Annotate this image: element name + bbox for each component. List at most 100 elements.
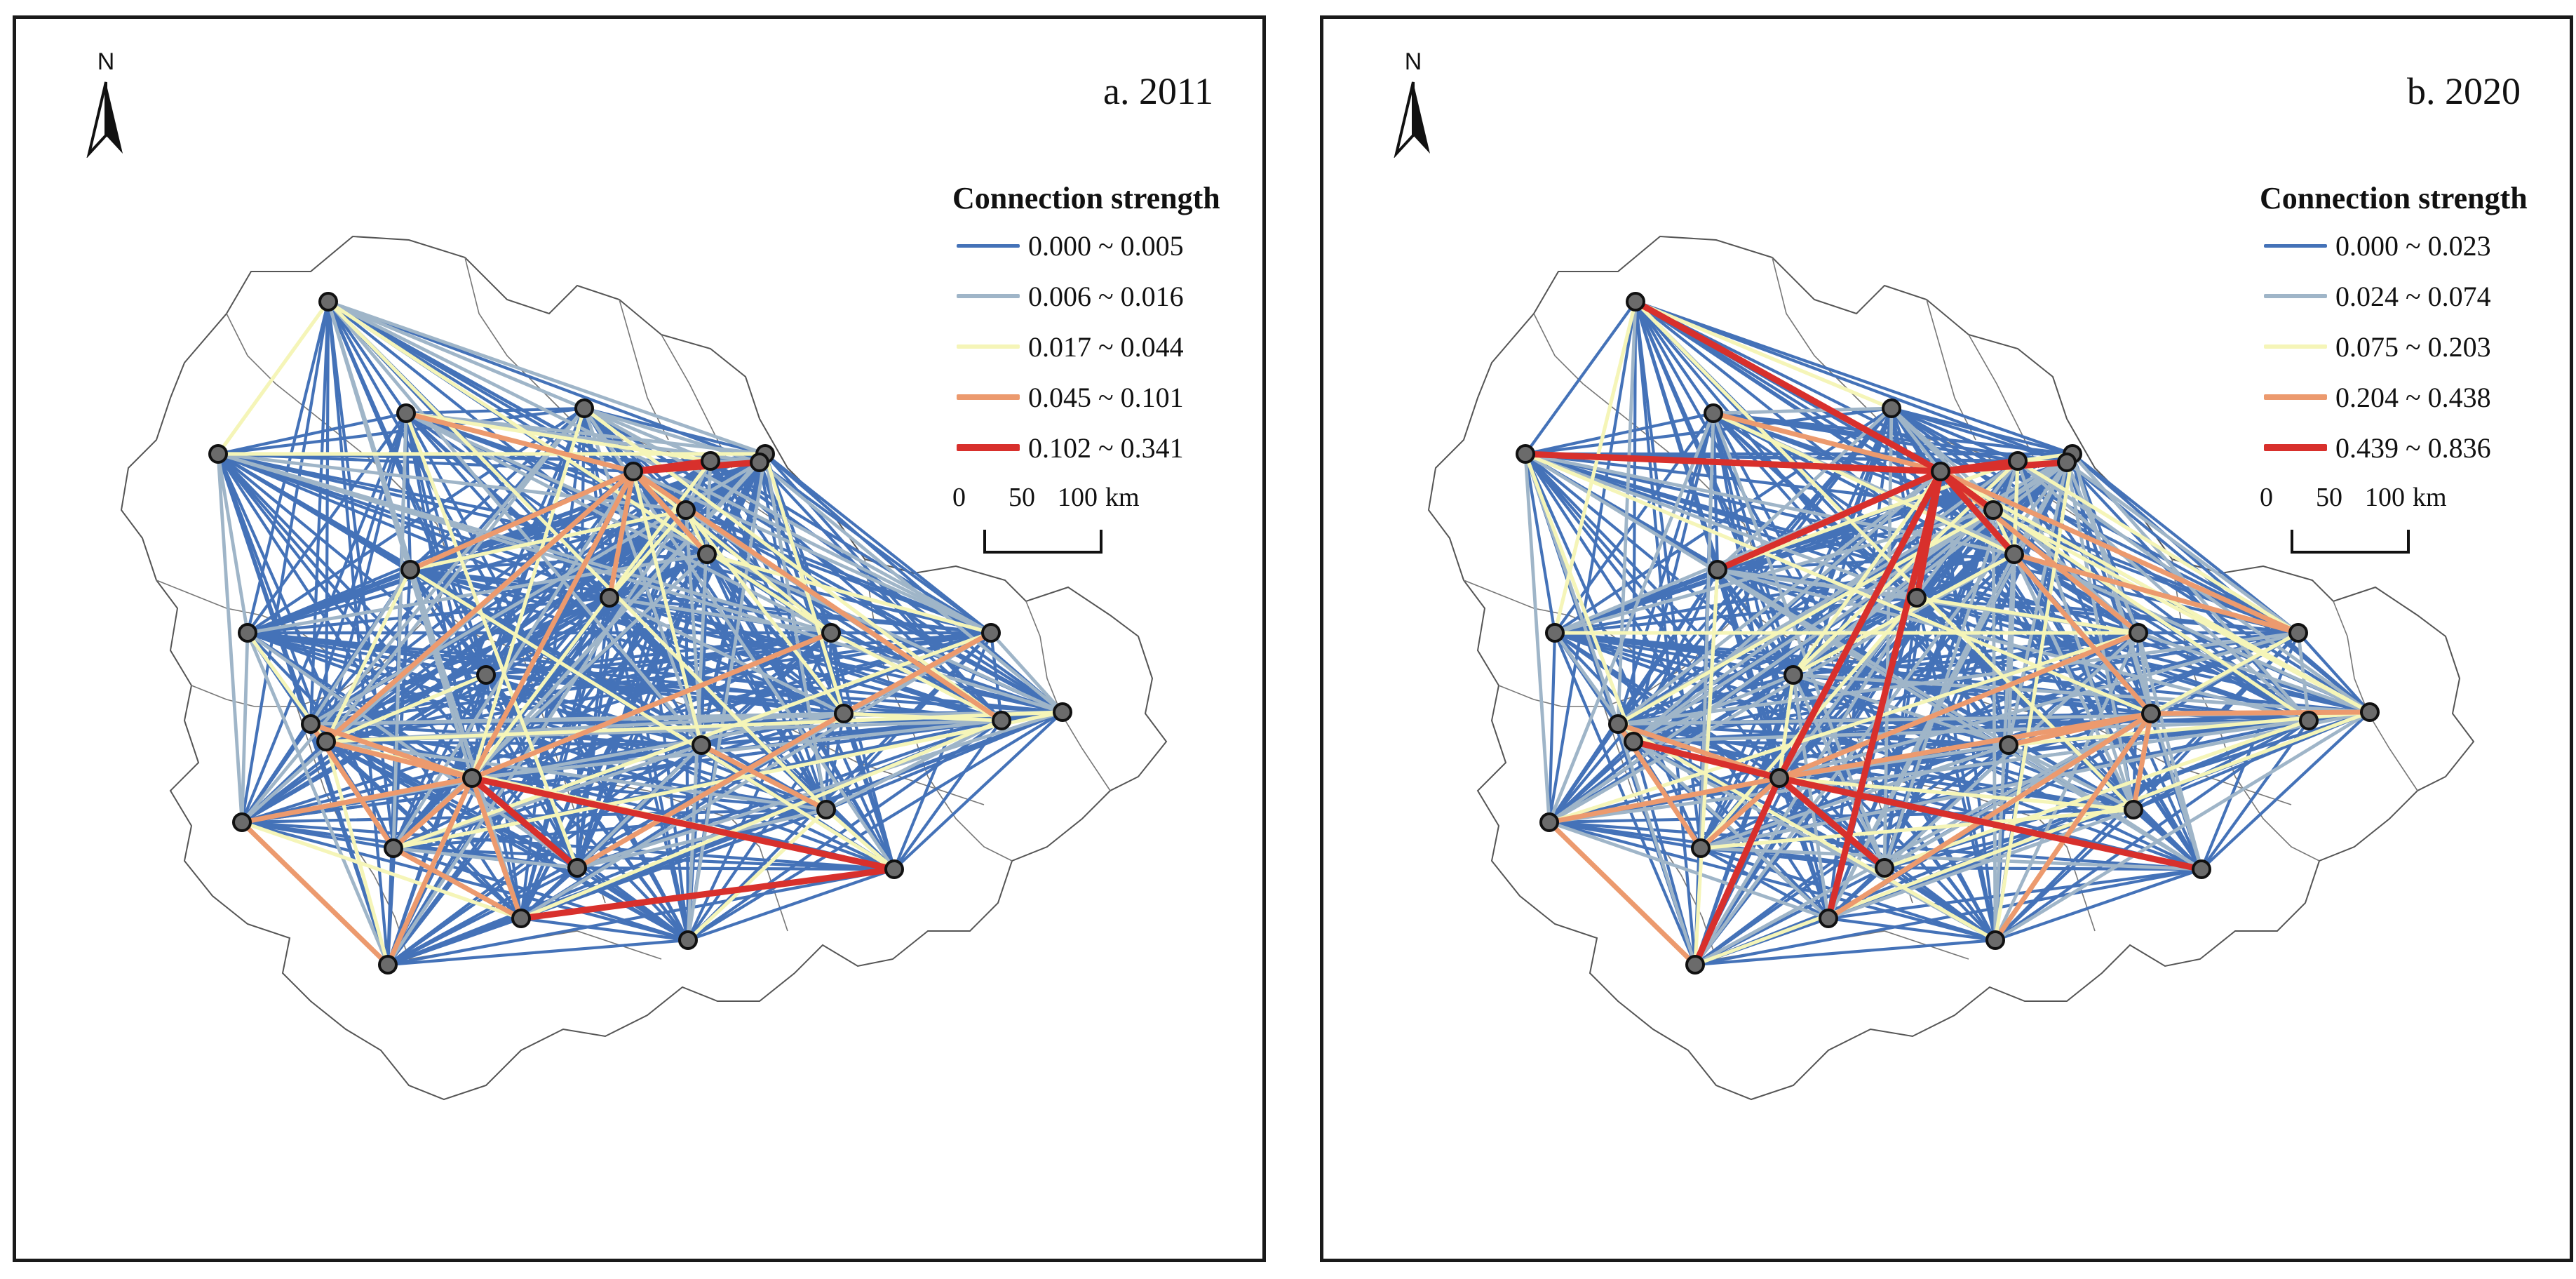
connection-line [686,808,828,942]
province-boundary [2234,776,2320,862]
connection-line [1776,468,1944,782]
connection-line [1776,630,2141,781]
connection-line [468,775,898,873]
connection-line [240,631,993,824]
north-arrow: N [1385,48,1441,168]
connection-line [469,469,636,781]
connection-line [391,631,993,850]
connection-line [1547,631,2140,824]
connection-line [519,718,1004,920]
city-node [1783,665,1803,685]
scale-tick-50: 50 [1009,483,1035,512]
north-label: N [1404,48,1422,75]
connection-line [1631,673,1795,744]
connection-line [1776,711,2154,781]
city-nodes [1516,292,2380,975]
legend-label: 0.000 ~ 0.023 [2335,229,2491,262]
connection-line [386,710,1065,967]
scale-tick-0: 0 [2260,483,2273,512]
connection-line [386,631,833,967]
connection-line [1915,596,2140,635]
city-node [2288,623,2308,643]
city-node [1545,623,1565,643]
connection-line [240,631,250,824]
connection-line [575,743,703,870]
city-node [750,453,769,472]
connection-line [1993,718,2311,942]
connection-line [1693,568,1720,967]
connection-line [386,867,896,967]
connection-line [1715,459,2020,572]
city-node [1875,858,1894,878]
connection-line [989,631,1065,714]
connection-line [1882,406,1894,870]
connection-line [1992,711,2154,943]
legend-item: 0.204 ~ 0.438 [2260,372,2568,422]
connection-line [2199,710,2372,871]
city-node [1985,930,2005,950]
scale-tick-0: 0 [952,483,966,512]
connection-line [1991,508,2372,714]
scale-bar: 0 50 100 km [2260,482,2447,566]
connection-line [1631,739,2011,747]
connection-line [386,846,396,967]
legend-swatch [2264,243,2327,248]
connection-line [1777,776,2136,812]
connection-line [391,775,475,851]
connection-line [323,739,475,781]
connection-line [574,711,847,871]
connection-line [391,846,690,942]
connection-line [326,300,767,456]
connection-line [324,739,579,870]
connection-line [757,460,1065,714]
connection-line [1553,411,1715,635]
city-node [384,838,403,858]
connection-line [1616,300,1638,726]
legend-item: 0.045 ~ 0.101 [952,372,1261,422]
connection-line [841,630,994,716]
connection-line [324,673,488,744]
connection-line [1616,722,1697,967]
legend: Connection strength 0.000 ~ 0.023 0.024 ~… [2260,180,2568,473]
connection-line [408,508,688,572]
connection-line [1547,631,1557,824]
city-node [400,560,420,580]
connection-line [1938,469,2301,636]
city-node [1931,462,1950,481]
connection-line [245,631,579,870]
connection-line [575,808,828,870]
connection-line [519,916,690,942]
connection-line [1631,718,2311,744]
connection-line [1693,867,2204,967]
connection-line [1791,469,1943,677]
connection-line [2007,743,2136,812]
connection-line [1631,459,2020,744]
connection-line [699,742,829,812]
legend-swatch [957,444,1020,451]
connection-line [385,775,475,967]
connection-line [1633,300,2136,812]
connection-line [686,867,896,942]
legend-item: 0.439 ~ 0.836 [2260,422,2568,473]
connection-line [386,866,579,967]
connection-line [2131,711,2154,812]
connection-line [1547,820,1830,920]
legend-swatch [957,344,1020,349]
connection-line [1616,459,2020,726]
province-boundary [1025,601,1111,791]
connection-line [582,406,1004,723]
connection-line [1633,300,1715,415]
legend-swatch [2264,344,2327,349]
connection-line [575,710,1065,870]
scale-bar: 0 50 100 km [952,482,1140,566]
connection-line [607,469,636,601]
connection-line [1547,552,2016,824]
connection-line [1523,411,1715,456]
legend-title: Connection strength [952,181,1220,215]
connection-line [2136,631,2372,714]
city-node [992,711,1011,730]
connection-line [1889,406,2075,456]
network-map [120,235,1168,1101]
connection-line [1616,508,1995,726]
city-node [676,500,696,520]
